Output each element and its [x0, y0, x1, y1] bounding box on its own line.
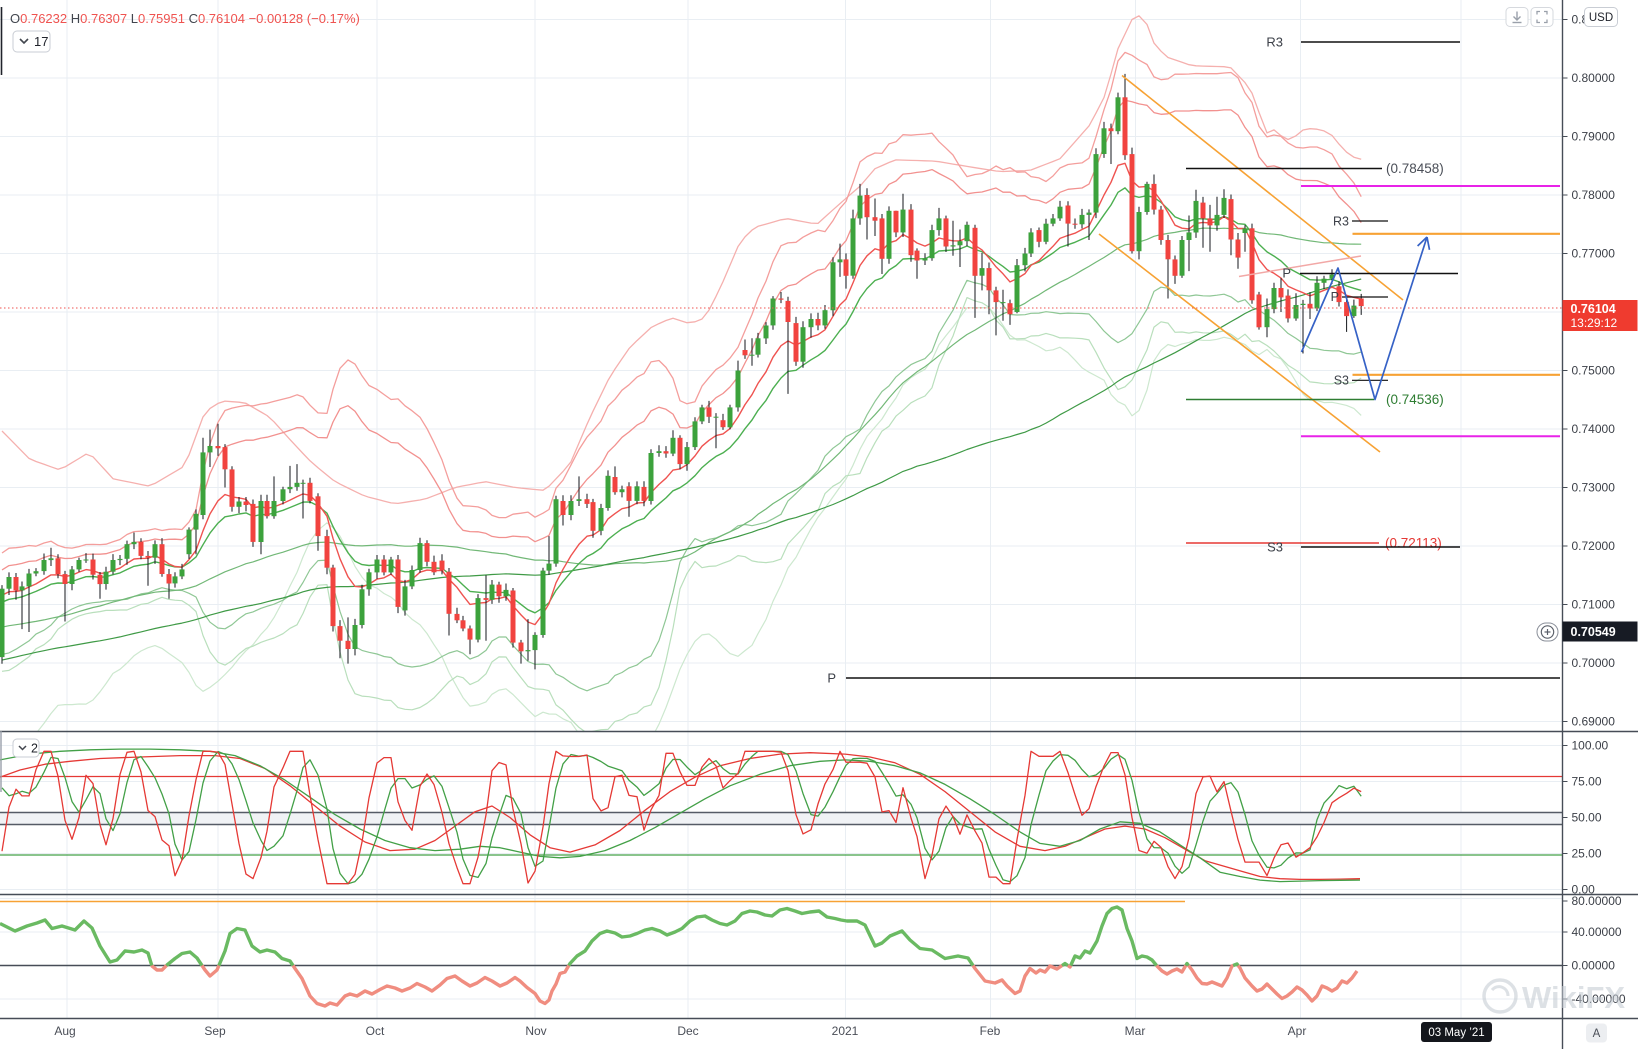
svg-text:75.00: 75.00 — [1572, 775, 1602, 789]
svg-text:Dec: Dec — [677, 1024, 698, 1038]
svg-text:A: A — [1593, 1028, 1601, 1040]
svg-text:0.80000: 0.80000 — [1572, 71, 1616, 85]
svg-text:(0.78458): (0.78458) — [1386, 161, 1444, 176]
svg-text:USD: USD — [1589, 12, 1613, 24]
svg-text:R3: R3 — [1333, 215, 1349, 229]
svg-text:Nov: Nov — [525, 1024, 546, 1038]
svg-text:13:29:12: 13:29:12 — [1571, 316, 1618, 330]
svg-text:Aug: Aug — [54, 1024, 75, 1038]
svg-text:0.70000: 0.70000 — [1572, 656, 1616, 670]
svg-text:0.77000: 0.77000 — [1572, 247, 1616, 261]
svg-text:0.76104: 0.76104 — [1571, 302, 1616, 316]
svg-text:Feb: Feb — [980, 1024, 1001, 1038]
svg-text:O0.76232 H0.76307 L0.75951 C0.: O0.76232 H0.76307 L0.75951 C0.76104 −0.0… — [10, 11, 360, 26]
svg-text:0.75000: 0.75000 — [1572, 364, 1616, 378]
svg-text:WikiFX: WikiFX — [1522, 980, 1625, 1015]
svg-text:100.00: 100.00 — [1572, 739, 1609, 753]
svg-text:0.00: 0.00 — [1572, 883, 1596, 897]
svg-text:P: P — [1282, 266, 1291, 281]
svg-text:0.74000: 0.74000 — [1572, 422, 1616, 436]
svg-text:0.70549: 0.70549 — [1571, 625, 1616, 639]
svg-text:-40.00000: -40.00000 — [1572, 992, 1626, 1006]
svg-text:2: 2 — [31, 742, 38, 756]
svg-text:40.00000: 40.00000 — [1572, 925, 1622, 939]
svg-text:Apr: Apr — [1288, 1024, 1307, 1038]
svg-text:S3: S3 — [1334, 374, 1349, 388]
svg-text:0.00000: 0.00000 — [1572, 959, 1616, 973]
svg-text:0.69000: 0.69000 — [1572, 715, 1616, 729]
svg-text:S3: S3 — [1267, 540, 1283, 555]
svg-text:Sep: Sep — [204, 1024, 226, 1038]
svg-text:(0.72113): (0.72113) — [1385, 536, 1442, 551]
svg-text:80.00000: 80.00000 — [1572, 894, 1622, 908]
svg-text:R3: R3 — [1266, 35, 1283, 50]
svg-text:P: P — [827, 671, 836, 686]
svg-text:0.71000: 0.71000 — [1572, 598, 1616, 612]
svg-text:17: 17 — [34, 34, 48, 49]
svg-text:(0.74536): (0.74536) — [1386, 392, 1444, 407]
svg-text:P: P — [1331, 290, 1339, 304]
svg-text:0.79000: 0.79000 — [1572, 130, 1616, 144]
svg-text:Mar: Mar — [1125, 1024, 1146, 1038]
svg-text:0.73000: 0.73000 — [1572, 481, 1616, 495]
svg-text:03 May ’21: 03 May ’21 — [1428, 1027, 1484, 1039]
svg-text:Oct: Oct — [366, 1024, 385, 1038]
svg-text:50.00: 50.00 — [1572, 811, 1602, 825]
svg-text:0.72000: 0.72000 — [1572, 539, 1616, 553]
svg-text:25.00: 25.00 — [1572, 847, 1602, 861]
svg-text:2021: 2021 — [832, 1024, 859, 1038]
svg-text:0.78000: 0.78000 — [1572, 188, 1616, 202]
